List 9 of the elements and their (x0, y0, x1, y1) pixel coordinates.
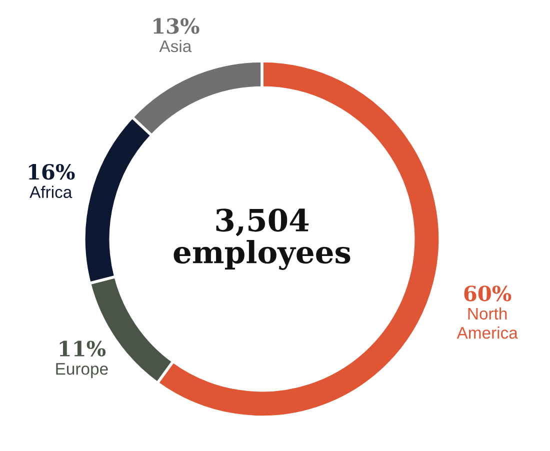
data-label: 11% (60, 340, 106, 356)
slice-label: Europe (56, 363, 108, 378)
data-label: 16% (29, 164, 75, 180)
slice-label: Asia (159, 40, 192, 52)
data-label: 60% (464, 286, 512, 302)
data-label: 13% (154, 18, 200, 34)
text: 3,504 employees (174, 208, 350, 270)
slice-label: North America (456, 307, 518, 339)
slice-label: Africa (30, 186, 72, 198)
